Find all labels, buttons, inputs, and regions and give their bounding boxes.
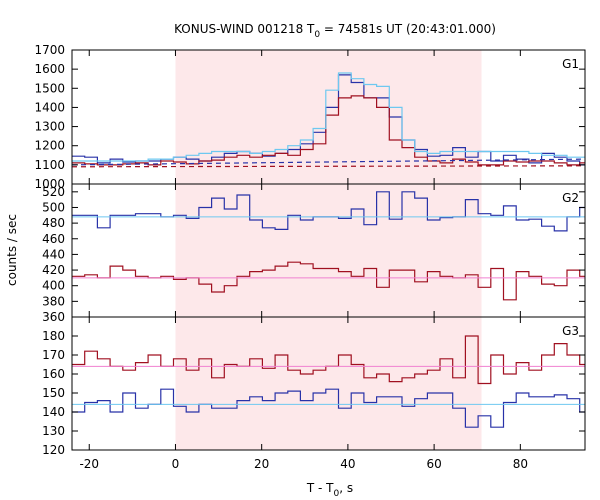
series-blue-0 — [72, 191, 585, 232]
y-tick-label: 130 — [42, 424, 65, 438]
y-tick-label: 360 — [42, 310, 65, 324]
shaded-interval — [175, 184, 482, 317]
y-tick-label: 500 — [42, 200, 65, 214]
background-fit-red — [71, 165, 586, 168]
y-tick-label: 1700 — [34, 43, 65, 57]
y-tick-label: 440 — [42, 247, 65, 261]
panel-g3: 120 130 140 150 160 170 180 -20 0 20 40 60 80 G3 — [42, 316, 586, 471]
y-tick-label: 1500 — [34, 81, 65, 95]
y-axis-title: counts / sec — [5, 214, 19, 286]
background-fit-blue — [71, 158, 586, 166]
x-tick-label: 60 — [426, 457, 441, 471]
panel-g1: 1000 1100 1200 1300 1400 1500 1600 1700 G1 — [34, 43, 586, 191]
chart-title-suffix: = 74581s UT (20:43:01.000) — [320, 22, 496, 36]
panel-label: G1 — [562, 57, 579, 71]
x-axis-title-prefix: T - T — [306, 481, 334, 495]
y-tick-label: 180 — [42, 329, 65, 343]
y-tick-label: 150 — [42, 386, 65, 400]
y-tick-label: 1100 — [34, 158, 65, 172]
x-axis-title: T - T0, s — [306, 481, 353, 499]
y-tick-label: 460 — [42, 232, 65, 246]
y-tick-label: 400 — [42, 279, 65, 293]
y-tick-label: 140 — [42, 405, 65, 419]
chart-title-prefix: KONUS-WIND 001218 T — [174, 22, 315, 36]
x-tick-label: 20 — [254, 457, 269, 471]
x-tick-label: -20 — [79, 457, 99, 471]
y-tick-label: 1200 — [34, 139, 65, 153]
y-tick-label: 1300 — [34, 120, 65, 134]
x-axis-title-subscript: 0 — [334, 489, 340, 499]
panel-frame — [71, 316, 586, 451]
panels-group: 10001100120013001400150016001700G1360380… — [34, 43, 586, 471]
y-tick-label: 520 — [42, 185, 65, 199]
y-tick-label: 1400 — [34, 100, 65, 114]
y-tick-label: 420 — [42, 263, 65, 277]
y-tick-label: 170 — [42, 348, 65, 362]
x-tick-label: 0 — [172, 457, 180, 471]
chart-title: KONUS-WIND 001218 T0 = 74581s UT (20:43:… — [174, 22, 496, 40]
series-light_blue-2 — [72, 72, 585, 162]
y-tick-label: 160 — [42, 367, 65, 381]
shaded-interval — [175, 50, 482, 184]
x-tick-label: 80 — [513, 457, 528, 471]
x-tick-label: 40 — [340, 457, 355, 471]
chart-title-subscript: 0 — [314, 30, 320, 40]
y-tick-label: 120 — [42, 443, 65, 457]
panel-label: G2 — [562, 191, 579, 205]
x-axis-title-suffix: , s — [339, 481, 353, 495]
y-tick-label: 480 — [42, 216, 65, 230]
y-tick-label: 1600 — [34, 62, 65, 76]
shaded-interval — [175, 317, 482, 450]
panel-label: G3 — [562, 324, 579, 338]
y-tick-label: 380 — [42, 294, 65, 308]
y-tick-label: 1000 — [34, 177, 65, 191]
